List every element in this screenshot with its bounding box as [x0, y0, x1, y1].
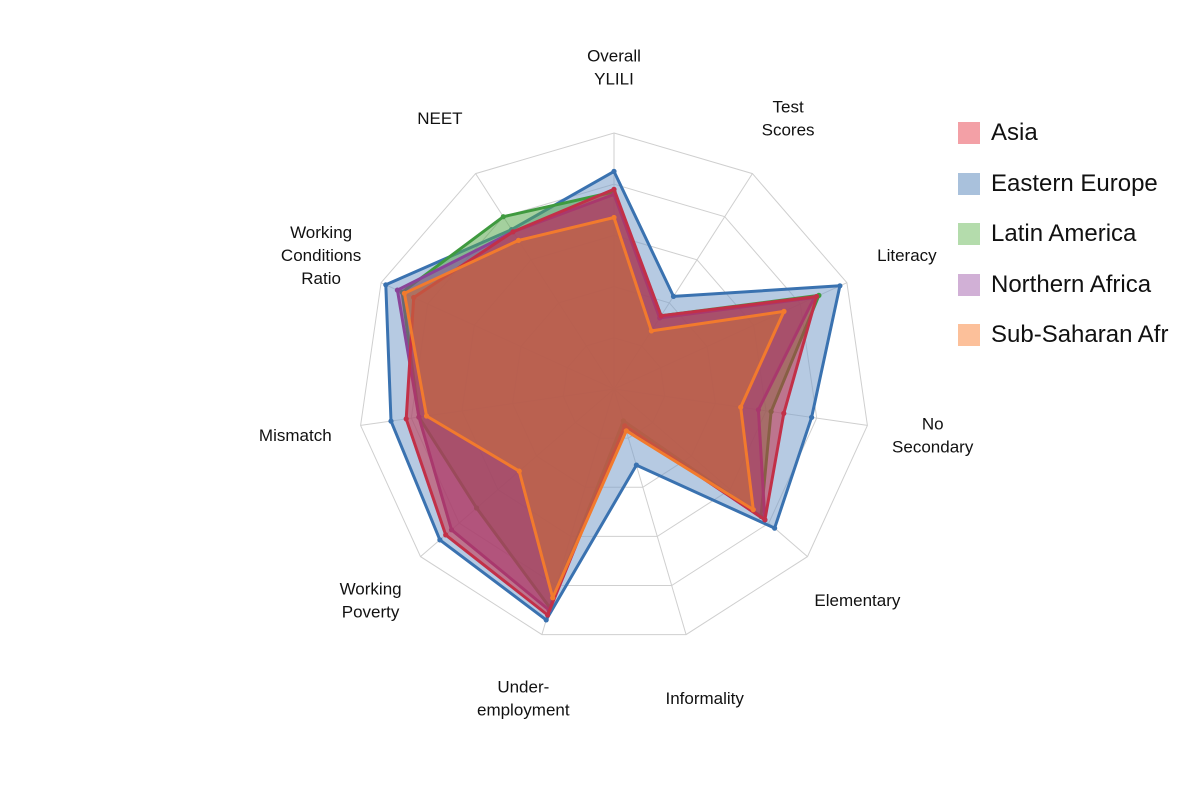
data-point [809, 414, 815, 420]
legend-item: Sub-Saharan Afr [958, 310, 1168, 361]
series-area [402, 216, 786, 600]
legend-swatch [958, 273, 980, 296]
data-point [658, 313, 664, 319]
legend-item: Northern Africa [958, 260, 1168, 311]
axis-labels: Overall YLILI Test Scores Literacy No Secondar… [259, 47, 974, 720]
data-point [516, 468, 522, 474]
axis-label-working-conditions-ratio: Working Conditions Ratio [281, 223, 361, 288]
series-sub-saharan-afr [401, 214, 787, 601]
axis-label-line: Ratio [301, 269, 341, 288]
legend-item: Asia [958, 108, 1168, 159]
legend-swatch [958, 122, 980, 145]
data-point [633, 462, 640, 468]
data-point [403, 416, 409, 422]
data-point [515, 237, 522, 243]
axis-label-mismatch: Mismatch [259, 426, 332, 445]
axis-label-line: Under- [497, 678, 549, 697]
axis-label-underemployment: Under-employment [477, 678, 570, 720]
axis-label-test-scores: Test Scores [762, 98, 815, 140]
data-point [611, 186, 617, 192]
axis-label-line: Scores [762, 121, 815, 140]
axis-label-no-secondary: No Secondary [892, 414, 974, 456]
legend-item: Eastern Europe [958, 159, 1168, 210]
legend-label: Asia [991, 119, 1038, 147]
data-point [781, 410, 787, 416]
data-point [762, 517, 768, 523]
axis-label-neet: NEET [417, 109, 462, 128]
legend-label: Northern Africa [991, 270, 1152, 298]
data-point [781, 308, 787, 314]
legend-item: Latin America [958, 209, 1168, 260]
data-point [623, 428, 629, 434]
axis-label-line: Overall [587, 47, 641, 66]
axis-label-working-poverty: Working Poverty [340, 579, 402, 621]
axis-label-line: NEET [417, 109, 462, 128]
axis-label-line: Test [773, 98, 804, 117]
data-point [750, 507, 756, 513]
radar-series [383, 168, 843, 623]
legend-swatch [958, 172, 980, 195]
axis-label-line: Secondary [892, 437, 974, 456]
data-point [814, 293, 820, 300]
axis-label-elementary: Elementary [814, 591, 900, 610]
axis-label-line: Informality [665, 689, 744, 708]
legend-label: Latin America [991, 220, 1137, 248]
data-point [437, 537, 443, 543]
axis-label-line: Working [290, 223, 352, 242]
data-point [545, 612, 551, 618]
legend-swatch [958, 324, 980, 347]
data-point [383, 282, 389, 288]
data-point [394, 287, 400, 293]
legend: Asia Eastern Europe Latin America Northern … [958, 108, 1168, 361]
axis-label-line: No [922, 414, 944, 433]
data-point [611, 168, 617, 174]
data-point [772, 525, 778, 531]
data-point [423, 413, 430, 419]
data-point [401, 290, 407, 296]
data-point [837, 283, 843, 289]
axis-label-line: Mismatch [259, 426, 332, 445]
axis-label-line: Poverty [342, 602, 400, 621]
data-point [500, 214, 506, 220]
axis-label-line: Elementary [814, 591, 900, 610]
axis-label-line: employment [477, 701, 570, 720]
data-point [738, 404, 744, 410]
data-point [510, 229, 516, 235]
grid-ring [360, 132, 868, 636]
data-point [611, 214, 617, 221]
legend-swatch [958, 223, 980, 246]
data-point [543, 617, 549, 623]
data-point [670, 293, 677, 299]
data-point [648, 328, 655, 334]
axis-label-overall-ylili: Overall YLILI [587, 47, 641, 89]
axis-label-line: Working [340, 579, 402, 598]
legend-label: Eastern Europe [991, 169, 1158, 197]
axis-label-line: Conditions [281, 246, 361, 265]
axis-label-literacy: Literacy [877, 246, 937, 265]
axis-label-informality: Informality [665, 689, 744, 708]
axis-label-line: YLILI [594, 70, 634, 89]
axis-label-line: Literacy [877, 246, 937, 265]
legend-label: Sub-Saharan Afr [991, 321, 1169, 349]
data-point [443, 532, 449, 538]
data-point [550, 595, 556, 601]
data-point [388, 418, 394, 424]
